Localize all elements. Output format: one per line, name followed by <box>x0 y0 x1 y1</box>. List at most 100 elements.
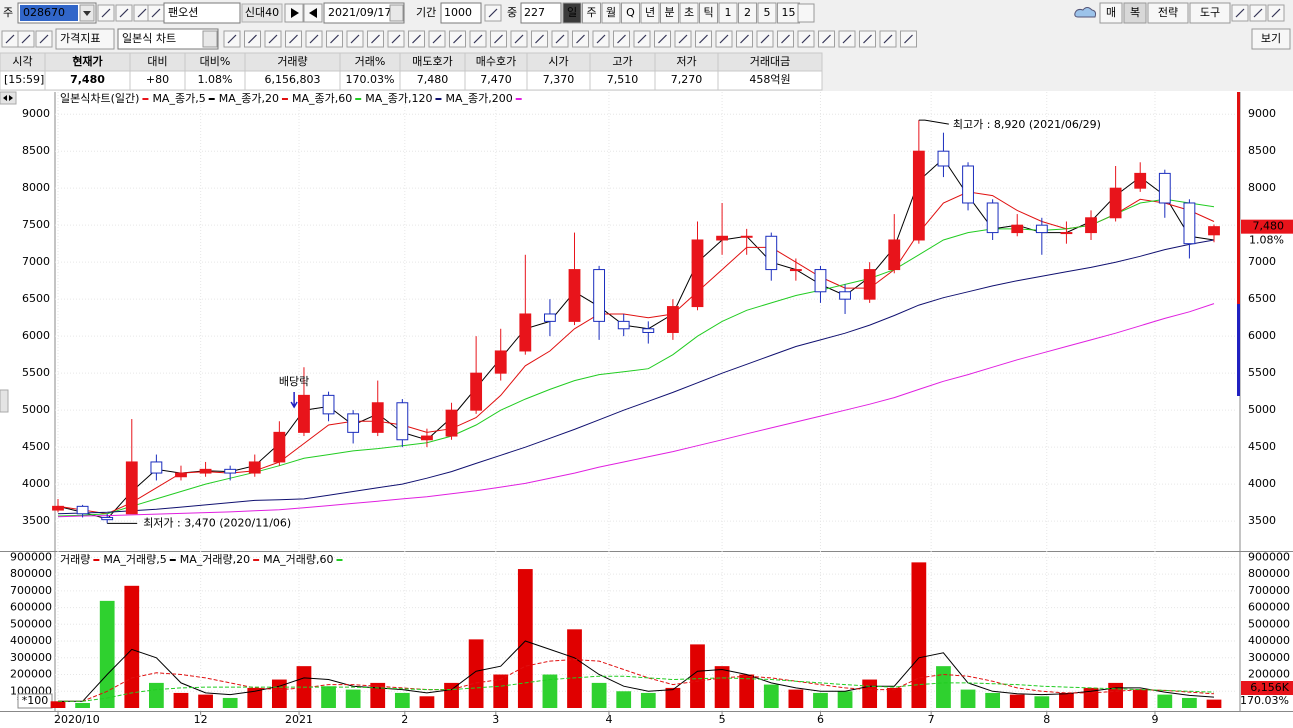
candle-body <box>912 150 925 241</box>
interval-label[interactable]: 2 <box>744 6 751 19</box>
volume-bar <box>690 644 705 708</box>
candle-body <box>125 461 138 515</box>
stock-name-box[interactable] <box>163 2 241 24</box>
panel-toggle[interactable] <box>0 91 17 105</box>
view-label[interactable]: 보기 <box>1261 32 1281 45</box>
interval-label[interactable]: 초 <box>684 6 694 19</box>
interval-button[interactable] <box>718 2 738 24</box>
side-toggle[interactable] <box>0 389 9 413</box>
interval-label[interactable]: 분 <box>664 6 674 19</box>
drawing-tool-glyph <box>719 34 729 44</box>
stock-code: 028670 <box>23 6 65 19</box>
dropdown-arrow <box>83 11 91 16</box>
chart-style-select[interactable] <box>117 28 219 50</box>
date-dropdown[interactable] <box>389 4 404 22</box>
interval-label[interactable]: 15 <box>782 6 796 19</box>
candle-body <box>1011 224 1024 234</box>
next-glyph <box>291 8 299 18</box>
candle-body <box>765 235 778 271</box>
interval-button[interactable] <box>601 2 621 24</box>
dividend-arrow <box>290 392 298 409</box>
volume-bar <box>911 562 927 708</box>
x-tick-label: 3 <box>492 713 499 726</box>
candle-body <box>1060 232 1073 235</box>
quote-header: 거래량 <box>277 55 307 68</box>
toolbar-button-label[interactable]: 도구 <box>1200 6 1220 19</box>
chart-style-dropdown[interactable] <box>202 30 218 48</box>
candle-body <box>519 313 532 352</box>
interval-button[interactable] <box>640 2 660 24</box>
current-price-label: 7,480 <box>1253 220 1285 233</box>
interval-button[interactable] <box>621 2 640 24</box>
indicator-button[interactable] <box>55 28 115 50</box>
interval-label[interactable]: 1 <box>725 6 732 19</box>
volume-bar <box>444 682 459 708</box>
quote-value: 7,480 <box>417 73 449 86</box>
interval-label[interactable]: 5 <box>764 6 771 19</box>
interval-button[interactable] <box>582 2 601 24</box>
interval-button[interactable] <box>738 2 757 24</box>
drawing-tool-glyph <box>822 34 831 44</box>
candle-body <box>52 505 64 511</box>
legend-label: MA_종가,20 <box>219 92 279 105</box>
drawing-tool-glyph <box>514 34 524 44</box>
y2-tick-label: 700000 <box>1248 584 1290 597</box>
toolbar-button[interactable] <box>1099 2 1123 24</box>
drawing-tool-glyph <box>678 34 688 44</box>
legend-label: 거래량 <box>60 553 90 566</box>
period-label: 기간 <box>416 6 436 19</box>
y2-tick-label: 600000 <box>1248 601 1290 614</box>
candle-body <box>839 291 851 300</box>
current-volume-box <box>1241 681 1293 695</box>
volume-bar <box>739 674 755 708</box>
toolbar-button[interactable] <box>1189 2 1231 24</box>
volume-bar <box>1059 692 1074 708</box>
y2-tick-label: 200000 <box>1248 668 1290 681</box>
toolbar-button-label[interactable]: 매 <box>1106 6 1116 19</box>
candle-body <box>1134 172 1147 189</box>
drawing-tool-glyph <box>391 34 401 44</box>
toolbar-button[interactable] <box>1123 2 1147 24</box>
toolbar-button-label[interactable]: 복 <box>1130 6 1140 19</box>
y-tick-label: 3500 <box>22 514 50 527</box>
interval-label[interactable]: Q <box>626 6 635 19</box>
mid-input[interactable] <box>520 2 562 24</box>
interval-label[interactable]: 주 <box>586 6 596 19</box>
volume-ma-line <box>58 675 1215 702</box>
price-range-bar-down <box>1237 304 1240 396</box>
legend-label: MA_종가,120 <box>365 92 432 105</box>
chart-style[interactable]: 일본식 차트 <box>122 31 176 45</box>
interval-button[interactable] <box>660 2 679 24</box>
interval-label[interactable]: 년 <box>645 6 655 19</box>
interval-button[interactable] <box>699 2 718 24</box>
candle-body <box>691 239 704 308</box>
volume-bar <box>665 687 681 708</box>
drawing-tool-glyph <box>330 34 339 44</box>
toolbar-button-label[interactable]: 전략 <box>1158 6 1178 19</box>
drawing-tool-glyph <box>473 34 483 44</box>
drawing-tool-glyph <box>596 34 606 44</box>
candle-body <box>1109 187 1122 219</box>
candle-body <box>101 516 114 521</box>
interval-label[interactable]: 일 <box>567 5 577 19</box>
y-tick-label: 6000 <box>22 329 50 342</box>
interval-button[interactable] <box>679 2 699 24</box>
view-button[interactable] <box>1251 28 1291 50</box>
x-tick-label: 12 <box>194 713 208 726</box>
indicator-label[interactable]: 가격지표 <box>60 32 100 45</box>
legend-label: MA_거래량,20 <box>180 553 250 566</box>
y-tick-label: 5500 <box>22 366 50 379</box>
interval-label[interactable]: 월 <box>606 6 616 19</box>
interval-label[interactable]: 틱 <box>703 6 713 19</box>
toolbar-button[interactable] <box>1147 2 1189 24</box>
date-input[interactable] <box>323 2 405 24</box>
interval-button[interactable] <box>562 2 582 24</box>
interval-button[interactable] <box>757 2 777 24</box>
quote-header: 대비% <box>200 55 231 68</box>
candle-body <box>986 202 999 234</box>
candle-body <box>617 320 630 330</box>
wave-icon[interactable] <box>797 3 815 23</box>
period-input[interactable] <box>440 2 482 24</box>
volume-bar <box>124 585 140 708</box>
drawing-tool-glyph <box>699 34 708 44</box>
